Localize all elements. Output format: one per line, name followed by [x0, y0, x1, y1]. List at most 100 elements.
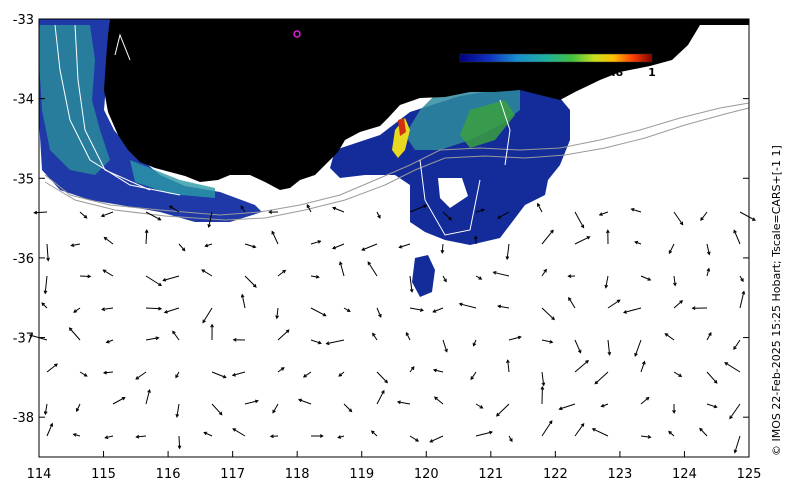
- current-vector-head: [240, 205, 245, 210]
- current-vector-head: [210, 323, 214, 328]
- current-vector: [205, 243, 213, 247]
- sst-patch-west-warm: [39, 25, 110, 175]
- current-vector-head: [377, 214, 381, 219]
- current-vector-head: [594, 380, 599, 385]
- current-vector-head: [622, 310, 628, 314]
- current-vector: [442, 211, 452, 221]
- current-vector-head: [87, 274, 92, 279]
- streamline-2: [74, 24, 151, 191]
- lon-tick-label: 121: [478, 467, 503, 482]
- current-vector: [339, 261, 345, 277]
- current-vector-head: [568, 296, 572, 301]
- current-vector: [164, 307, 180, 313]
- current-vector: [729, 403, 741, 419]
- current-vector-head: [331, 245, 336, 250]
- current-vector-head: [381, 389, 385, 394]
- current-vector-head: [147, 388, 151, 394]
- current-vector: [640, 361, 646, 373]
- current-vector: [145, 337, 159, 341]
- current-vector-head: [121, 396, 126, 401]
- current-vector: [69, 327, 81, 341]
- current-vector: [673, 211, 684, 225]
- current-vector-head: [729, 415, 733, 420]
- current-vector: [673, 300, 683, 309]
- current-vector: [739, 211, 756, 221]
- current-source-label: NRT00 GSL: [156, 83, 234, 99]
- current-vector: [178, 243, 186, 251]
- current-vector-head: [135, 376, 140, 380]
- current-vector-head: [678, 373, 683, 377]
- current-vector-head: [232, 428, 237, 432]
- current-vector: [623, 307, 642, 313]
- colorbar-tick-label: 0.6: [565, 66, 585, 79]
- lon-tick-label: 120: [414, 467, 439, 482]
- current-vector: [172, 331, 180, 341]
- current-vector: [631, 208, 642, 213]
- current-vector-head: [509, 438, 513, 443]
- current-vector: [277, 329, 290, 341]
- current-vector: [244, 275, 257, 288]
- current-vector: [640, 435, 651, 438]
- current-vector-head: [102, 370, 107, 375]
- current-vector: [537, 203, 543, 213]
- sst-gap: [438, 178, 468, 208]
- lon-tick-label: 125: [737, 467, 762, 482]
- current-vector-head: [699, 427, 703, 432]
- lat-tick-label: -38: [13, 411, 34, 426]
- current-vector: [145, 275, 162, 286]
- lon-tick-label: 122: [543, 467, 568, 482]
- sst-patches: [39, 19, 570, 297]
- current-vector-head: [319, 434, 324, 438]
- current-vector-head: [218, 411, 223, 416]
- current-vector: [475, 403, 483, 409]
- current-vector-head: [497, 304, 502, 309]
- current-vector: [203, 431, 213, 437]
- current-vector: [459, 303, 477, 309]
- current-vector-head: [232, 337, 237, 342]
- current-vector-head: [733, 346, 737, 350]
- current-vector-head: [172, 330, 176, 335]
- current-vector-head: [548, 420, 553, 424]
- current-vector-head: [370, 430, 375, 435]
- current-vector-head: [605, 229, 610, 234]
- current-vector-head: [473, 235, 478, 240]
- current-vector-head: [537, 202, 541, 207]
- current-vector-head: [645, 396, 650, 401]
- current-vector-head: [480, 208, 486, 213]
- current-vector: [169, 205, 180, 213]
- current-vector: [496, 403, 510, 417]
- current-vector: [668, 431, 675, 437]
- current-vector: [475, 431, 493, 437]
- current-vector-head: [444, 348, 448, 353]
- current-vector: [277, 270, 286, 277]
- colorbar-tick-label: 0.8: [604, 66, 624, 79]
- current-vector-head: [280, 367, 285, 371]
- current-vector-head: [240, 293, 245, 298]
- current-vector-head: [101, 307, 106, 312]
- current-vector: [574, 236, 590, 245]
- current-vector-head: [440, 249, 445, 254]
- current-vector-head: [443, 278, 447, 283]
- current-vector-head: [43, 411, 48, 416]
- current-vector-head: [580, 422, 585, 427]
- current-vector: [376, 307, 382, 318]
- current-vector: [46, 423, 53, 437]
- current-vector: [44, 275, 48, 294]
- current-vector: [232, 371, 246, 376]
- current-vector-head: [28, 333, 33, 338]
- current-vector-head: [254, 399, 259, 404]
- current-vector: [46, 363, 58, 373]
- current-vector: [46, 243, 49, 261]
- current-vector-head: [72, 433, 77, 437]
- current-vector-head: [432, 309, 437, 313]
- current-vector-head: [163, 309, 168, 314]
- current-vector: [76, 403, 81, 412]
- current-vector: [276, 307, 279, 319]
- current-vector: [376, 371, 388, 383]
- current-vector-head: [105, 339, 110, 344]
- lon-tick-label: 123: [607, 467, 632, 482]
- current-vector: [310, 307, 326, 317]
- current-vector: [29, 334, 48, 341]
- current-vector: [541, 229, 554, 245]
- current-vector-head: [409, 288, 414, 293]
